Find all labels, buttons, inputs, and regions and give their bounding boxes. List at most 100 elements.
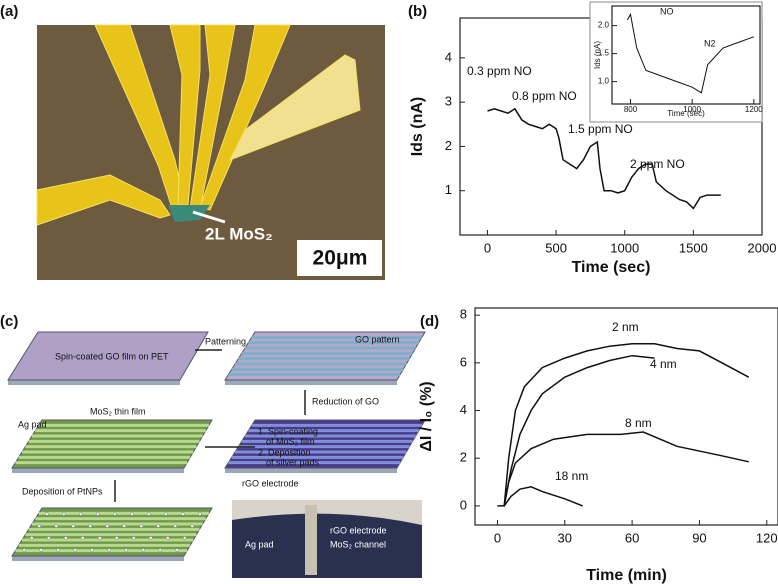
nanoparticle <box>182 536 187 540</box>
y-axis-label: Ids (nA) <box>409 97 426 157</box>
diagram-label: 1. Spin-coating <box>258 426 318 436</box>
x-tick-label: 120 <box>756 530 778 545</box>
nanoparticle <box>148 536 153 540</box>
line <box>497 343 750 507</box>
nanoparticle <box>141 548 146 552</box>
diagram-label: Patterning <box>205 336 246 346</box>
nanoparticle <box>54 524 59 528</box>
y-axis-label: ΔI / I₀ (%) <box>418 381 435 451</box>
y-tick-label: 1.0 <box>598 77 610 86</box>
process-diagram: Spin-coated GO film on PET Patterning GO p… <box>7 331 426 578</box>
nanoparticle <box>39 548 44 552</box>
nanoparticle <box>95 512 100 516</box>
diagram-label: Deposition of PtNPs <box>22 486 103 496</box>
annotation: N2 <box>704 38 716 48</box>
nanoparticle <box>29 536 34 540</box>
nanoparticle <box>180 512 185 516</box>
nanoparticle <box>131 536 136 540</box>
y-tick-label: 4 <box>445 49 452 64</box>
nanoparticle <box>46 536 51 540</box>
y-tick-label: 1 <box>445 182 452 197</box>
diagram-label: rGO electrode <box>242 478 299 488</box>
line <box>503 486 583 507</box>
x-axis-label: Time (sec) <box>667 109 705 118</box>
x-tick-label: 800 <box>624 105 638 114</box>
nanoparticle <box>146 512 151 516</box>
series-label: 4 nm <box>650 357 677 371</box>
nanoparticle <box>190 524 195 528</box>
nanoparticle <box>156 524 161 528</box>
photo-label: Ag pad <box>245 539 274 549</box>
y-tick-label: 6 <box>460 354 467 369</box>
nanoparticle <box>197 512 202 516</box>
scale-bar-label: 20μm <box>313 247 368 270</box>
x-axis-label: Time (min) <box>586 567 667 584</box>
plot-frame <box>474 307 778 526</box>
nanoparticle <box>129 512 134 516</box>
electrodes <box>36 24 361 226</box>
annotation: NO <box>660 6 674 16</box>
diagram-label: GO pattern <box>355 334 400 344</box>
sheet <box>7 331 209 381</box>
y-tick-label: 8 <box>460 307 467 322</box>
y-tick-label: 0 <box>460 497 467 512</box>
nanoparticle <box>105 524 110 528</box>
nanoparticle <box>163 512 168 516</box>
nanoparticle <box>158 548 163 552</box>
panel-label: (d) <box>420 313 439 330</box>
plot-frame <box>611 5 761 105</box>
nanoparticle <box>112 512 117 516</box>
nanoparticle <box>88 524 93 528</box>
diagram-label: of silver pads <box>266 457 320 467</box>
x-tick-label: 0 <box>494 530 501 545</box>
series-label: 18 nm <box>555 469 588 483</box>
y-tick-label: 3 <box>445 94 452 109</box>
nanoparticle <box>56 548 61 552</box>
y-tick-label: 2.0 <box>598 21 610 30</box>
x-tick-label: 60 <box>625 530 639 545</box>
arrow <box>192 210 226 224</box>
nanoparticle <box>165 536 170 540</box>
nanoparticle <box>61 512 66 516</box>
nanoparticle <box>37 524 42 528</box>
y-tick-label: 4 <box>460 402 467 417</box>
nanoparticle <box>139 524 144 528</box>
x-tick-label: 500 <box>545 240 567 255</box>
nanoparticle <box>73 548 78 552</box>
line <box>503 431 749 507</box>
diagram-label: MoS₂ thin film <box>90 406 146 416</box>
line <box>626 12 754 94</box>
nanoparticle <box>124 548 129 552</box>
nanoparticle <box>71 524 76 528</box>
photo-label: MoS₂ channel <box>330 539 386 549</box>
nanoparticle <box>44 512 49 516</box>
nanoparticle <box>22 548 27 552</box>
nanoparticle <box>175 548 180 552</box>
photo-label: rGO electrode <box>330 525 387 535</box>
annotation: 0.8 ppm NO <box>512 89 577 103</box>
nanoparticle <box>63 536 68 540</box>
nanoparticle <box>97 536 102 540</box>
nanoparticle <box>90 548 95 552</box>
annotation: 2L MoS₂ <box>205 224 273 243</box>
photo-strip <box>305 505 317 575</box>
nanoparticle <box>173 524 178 528</box>
y-axis-label: Ids (nA) <box>593 41 602 69</box>
diagram-label: of MoS₂ film <box>266 436 315 446</box>
annotation: 1.5 ppm NO <box>568 122 633 136</box>
x-tick-label: 30 <box>558 530 572 545</box>
diagram-label: Spin-coated GO film on PET <box>55 351 169 361</box>
sheet <box>224 419 426 469</box>
photo-film <box>232 513 422 578</box>
series-label: 2 nm <box>612 320 639 334</box>
diagram-label: 2. Deposition <box>258 447 311 457</box>
substrate-edge <box>225 468 397 473</box>
substrate-edge <box>12 468 184 473</box>
x-tick-label: 2000 <box>748 240 777 255</box>
line <box>487 107 721 210</box>
nanoparticle <box>78 512 83 516</box>
nanoparticle <box>107 548 112 552</box>
x-tick-label: 90 <box>692 530 706 545</box>
y-tick-label: 2 <box>445 138 452 153</box>
